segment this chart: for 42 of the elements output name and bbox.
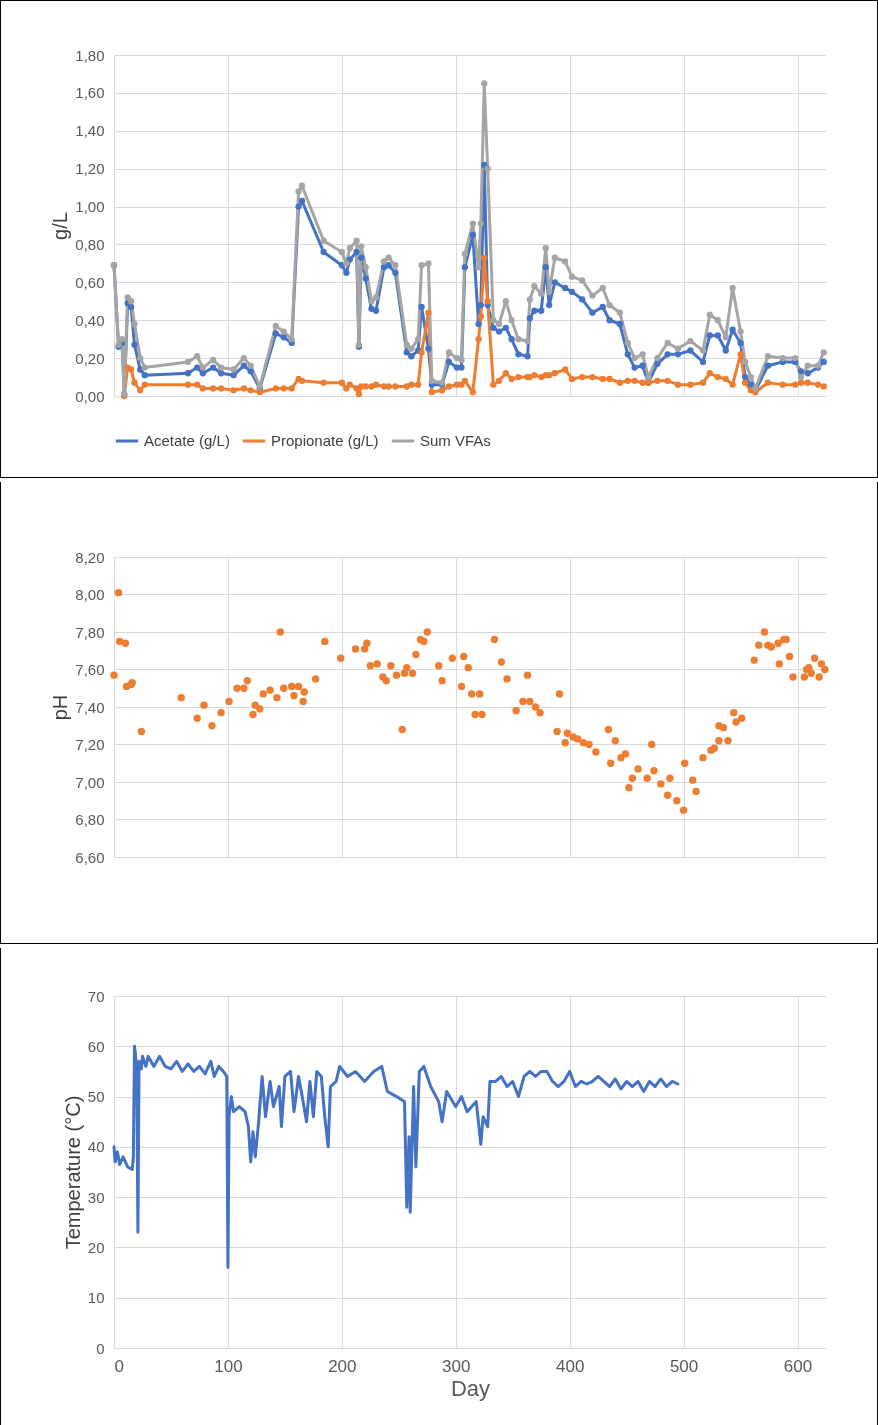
x-tick-label: 600: [783, 1356, 813, 1376]
y-tick-label: 6,60: [75, 848, 105, 866]
x-tick-label: 300: [442, 1356, 471, 1376]
y-tick-label: 7,60: [75, 661, 105, 678]
y-tick-label: 1,20: [75, 160, 105, 178]
y-tick-label: 50: [87, 1088, 105, 1106]
y-tick-label: 7,00: [75, 773, 105, 791]
y-axis-title: pH: [49, 694, 72, 721]
y-tick-label: 8,20: [75, 548, 105, 566]
legend-label: Acetate (g/L): [144, 432, 230, 449]
y-axis-title: Temperature (°C): [61, 1095, 84, 1250]
y-tick-label: 0,40: [75, 311, 105, 329]
y-tick-label: 0: [96, 1339, 105, 1357]
y-tick-label: 70: [87, 987, 105, 1005]
y-tick-label: 7,40: [75, 698, 105, 716]
y-tick-label: 6,80: [75, 811, 105, 828]
x-tick-label: 0: [114, 1356, 124, 1376]
x-tick-label: 400: [555, 1356, 585, 1376]
y-tick-label: 0,80: [75, 235, 105, 253]
x-tick-label: 200: [328, 1356, 357, 1376]
line-series: [112, 1044, 680, 1270]
y-tick-label: 0,00: [75, 387, 105, 405]
y-tick-label: 30: [87, 1188, 105, 1206]
y-tick-label: 7,80: [75, 623, 105, 641]
y-tick-label: 0,60: [75, 273, 105, 291]
legend-label: Sum VFAs: [420, 432, 491, 449]
y-tick-label: 10: [87, 1289, 105, 1307]
legend-label: Propionate (g/L): [271, 432, 379, 449]
y-tick-label: 60: [87, 1037, 105, 1055]
y-tick-label: 1,40: [75, 122, 105, 140]
x-tick-label: 100: [214, 1356, 243, 1376]
y-tick-label: 7,20: [75, 736, 105, 753]
x-axis-title: Day: [450, 1375, 491, 1401]
x-tick-label: 500: [669, 1356, 699, 1376]
y-tick-label: 0,20: [75, 349, 105, 367]
y-tick-label: 40: [87, 1138, 105, 1156]
y-tick-label: 8,00: [75, 586, 105, 603]
y-tick-label: 1,60: [75, 84, 105, 102]
y-axis-title: g/L: [49, 212, 72, 240]
y-tick-label: 1,80: [75, 46, 105, 64]
y-tick-label: 1,00: [75, 198, 105, 216]
y-tick-label: 20: [87, 1238, 105, 1256]
